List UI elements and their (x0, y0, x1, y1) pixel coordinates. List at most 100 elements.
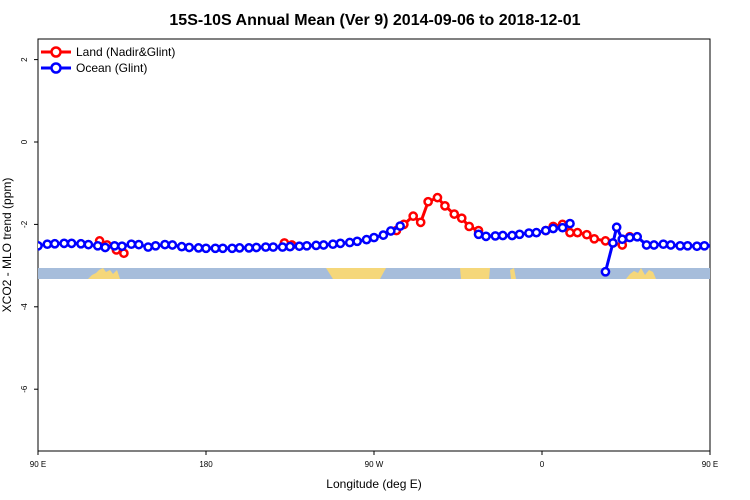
series-layer (38, 192, 750, 277)
land-band-australia-east (626, 268, 656, 279)
data-point (210, 243, 221, 254)
data-point (92, 240, 103, 251)
y-tick-label: -6 (20, 385, 29, 393)
data-point (143, 242, 153, 252)
data-point (294, 241, 305, 252)
data-point (38, 240, 43, 251)
data-point (217, 243, 228, 254)
data-point (744, 241, 750, 248)
data-point (565, 227, 575, 238)
data-point (432, 192, 443, 203)
data-point (658, 239, 669, 250)
data-point (49, 238, 60, 249)
data-point (260, 242, 271, 252)
surface-type-band (38, 268, 710, 279)
data-point (473, 229, 484, 240)
data-point (600, 266, 611, 277)
data-point (42, 239, 53, 250)
data-point (649, 240, 659, 250)
land-band-south-america (326, 268, 386, 279)
data-point (641, 240, 652, 250)
data-point (361, 234, 372, 245)
data-point (699, 240, 710, 251)
data-point (277, 242, 288, 252)
data-point (150, 240, 161, 251)
data-point (557, 222, 568, 233)
legend-item-land: Land (Nadir&Glint) (41, 45, 175, 59)
data-point (692, 241, 702, 252)
x-tick-label: 180 (199, 460, 213, 469)
data-point (244, 243, 254, 253)
data-point (440, 201, 450, 211)
y-tick-label: -4 (20, 303, 29, 311)
data-point (727, 242, 734, 249)
data-point (611, 222, 622, 233)
data-point (572, 227, 583, 238)
data-point (369, 232, 379, 243)
data-point (524, 228, 534, 238)
x-tick-label: 90 W (365, 460, 384, 469)
data-point (565, 218, 575, 229)
legend-ocean-label: Ocean (Glint) (76, 61, 147, 75)
data-point (708, 242, 710, 249)
data-point (201, 243, 211, 254)
data-point (378, 230, 389, 240)
data-point (514, 229, 525, 240)
data-point (328, 239, 338, 250)
data-point (734, 241, 741, 248)
data-point (632, 231, 643, 242)
y-tick-label: -2 (20, 220, 29, 228)
x-axis-label: Longitude (deg E) (326, 477, 421, 491)
y-tick-label: 2 (20, 57, 29, 62)
legend-item-ocean: Ocean (Glint) (41, 61, 147, 75)
data-point (301, 240, 312, 251)
data-point (385, 226, 396, 236)
data-point (481, 231, 491, 242)
data-point (234, 243, 245, 253)
data-point (335, 238, 346, 249)
data-point (675, 240, 685, 251)
data-point (311, 240, 321, 251)
x-tick-label: 90 E (702, 460, 718, 469)
plot-area: 90 E 180 90 W 0 90 E 2 0 -2 -4 -6 (20, 38, 750, 469)
data-point (133, 239, 144, 250)
y-axis-label: XCO2 - MLO trend (ppm) (0, 178, 14, 313)
data-point (665, 240, 676, 250)
data-point (423, 196, 433, 207)
data-point (227, 243, 237, 254)
y-tick-label: 0 (20, 139, 29, 144)
data-point (456, 213, 467, 224)
land-band-australia-west (88, 268, 120, 279)
legend: Land (Nadir&Glint) Ocean (Glint) (41, 45, 175, 75)
legend-land-label: Land (Nadir&Glint) (76, 45, 175, 59)
data-point (624, 232, 635, 243)
data-point (617, 234, 628, 245)
data-point (581, 229, 592, 240)
data-point (395, 221, 405, 231)
data-point (193, 243, 204, 253)
data-point (531, 227, 542, 238)
data-point (344, 237, 355, 248)
data-point (268, 242, 279, 252)
data-point (600, 236, 611, 246)
data-point (464, 221, 475, 232)
data-point (59, 238, 69, 249)
legend-ocean-marker (50, 62, 62, 74)
legend-land-marker (50, 46, 62, 58)
data-point (718, 242, 725, 249)
data-point (167, 240, 178, 250)
y-axis: 2 0 -2 -4 -6 (20, 57, 38, 393)
data-point (682, 240, 693, 251)
data-point (126, 239, 137, 250)
data-point (83, 239, 94, 250)
data-point (589, 233, 600, 244)
x-tick-label: 0 (540, 460, 545, 469)
data-point (449, 209, 460, 219)
x-tick-label: 90 E (30, 460, 46, 469)
data-point (285, 241, 295, 252)
land-band-madagascar (510, 268, 516, 279)
data-point (176, 241, 187, 252)
data-point (490, 231, 501, 241)
data-point (318, 240, 329, 250)
